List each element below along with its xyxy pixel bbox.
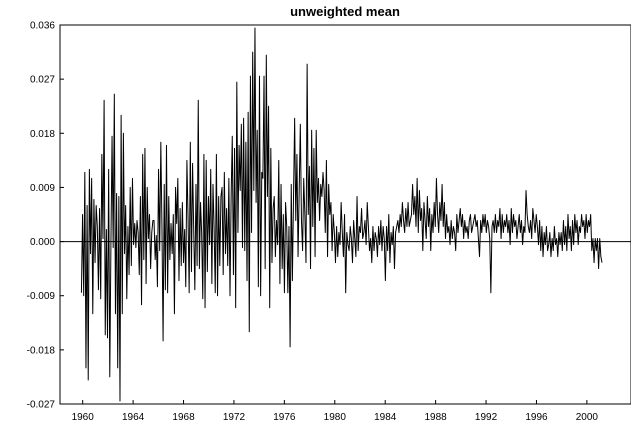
x-tick-label: 1992	[475, 412, 498, 423]
x-axis: 1960 1964 1968 1972 1976 1980 1984 1988 1992 1996…	[72, 400, 599, 423]
plot-area-frame	[59, 24, 631, 405]
y-axis: 0.036 0.027 0.018 0.009 0.000 -0.009 -0.018 -0.…	[27, 21, 64, 411]
y-tick-label: 0.018	[30, 129, 55, 140]
x-tick-label: 1980	[324, 412, 347, 423]
y-tick-label: 0.036	[30, 21, 55, 32]
y-tick-label: 0.009	[30, 183, 55, 194]
x-tick-label: 1988	[424, 412, 447, 423]
y-tick-label: 0.027	[30, 75, 55, 86]
x-tick-label: 1996	[525, 412, 548, 423]
y-tick-label: -0.018	[27, 345, 56, 356]
x-tick-label: 1968	[172, 412, 195, 423]
x-tick-label: 1984	[374, 412, 397, 423]
x-tick-label: 1964	[122, 412, 145, 423]
y-tick-label: 0.000	[30, 237, 55, 248]
x-tick-label: 1972	[223, 412, 246, 423]
series-line	[80, 27, 603, 402]
x-tick-label: 1960	[72, 412, 95, 423]
x-tick-label: 2000	[576, 412, 599, 423]
x-tick-label: 1976	[273, 412, 296, 423]
chart-title: unweighted mean	[290, 4, 400, 19]
y-tick-label: -0.009	[27, 291, 56, 302]
y-tick-label: -0.027	[27, 400, 56, 411]
